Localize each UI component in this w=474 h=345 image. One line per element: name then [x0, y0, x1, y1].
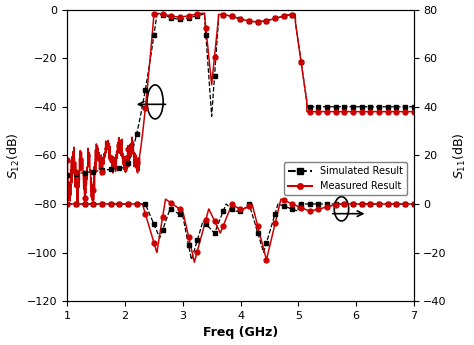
- Legend: Simulated Result, Measured Result: Simulated Result, Measured Result: [284, 162, 407, 195]
- Y-axis label: $S_{12}$(dB): $S_{12}$(dB): [6, 132, 22, 179]
- Y-axis label: $S_{11}$(dB): $S_{11}$(dB): [452, 132, 468, 179]
- X-axis label: Freq (GHz): Freq (GHz): [203, 326, 278, 339]
